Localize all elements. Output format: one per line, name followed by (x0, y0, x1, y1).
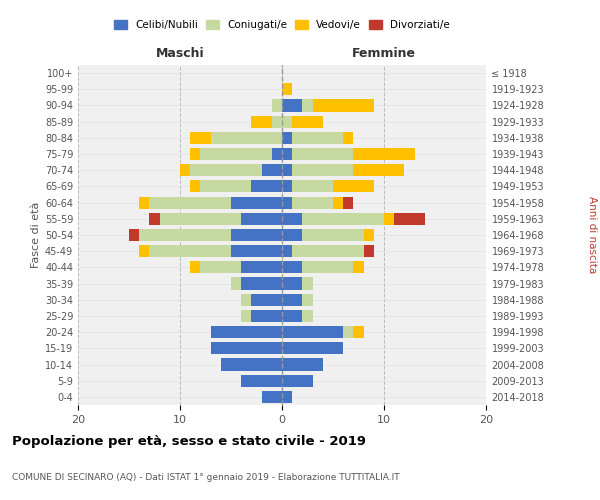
Bar (343, 132, 353, 144)
Bar (282, 132, 292, 144)
Bar (241, 262, 282, 274)
Bar (200, 148, 272, 160)
Bar (302, 212, 384, 225)
Bar (272, 116, 282, 128)
Bar (241, 278, 282, 289)
Bar (139, 229, 231, 241)
Bar (241, 294, 251, 306)
Bar (292, 196, 333, 208)
Bar (211, 342, 282, 354)
Bar (292, 245, 364, 258)
Bar (180, 164, 190, 176)
Legend: Celibi/Nubili, Coniugati/e, Vedovi/e, Divorziati/e: Celibi/Nubili, Coniugati/e, Vedovi/e, Di… (110, 16, 454, 34)
Bar (302, 100, 313, 112)
Bar (241, 310, 251, 322)
Bar (231, 196, 282, 208)
Bar (292, 132, 343, 144)
Bar (282, 100, 302, 112)
Bar (272, 148, 282, 160)
Bar (282, 358, 323, 370)
Bar (302, 278, 313, 289)
Bar (272, 100, 282, 112)
Bar (211, 132, 282, 144)
Text: Anni di nascita: Anni di nascita (587, 196, 597, 274)
Bar (282, 212, 302, 225)
Bar (353, 164, 404, 176)
Bar (139, 196, 149, 208)
Bar (149, 245, 231, 258)
Bar (160, 212, 241, 225)
Bar (282, 196, 292, 208)
Bar (190, 164, 262, 176)
Bar (282, 310, 302, 322)
Bar (302, 262, 353, 274)
Bar (149, 212, 160, 225)
Bar (282, 294, 302, 306)
Bar (282, 278, 302, 289)
Bar (231, 278, 241, 289)
Bar (333, 196, 343, 208)
Bar (364, 229, 374, 241)
Bar (333, 180, 374, 192)
Bar (353, 148, 415, 160)
Bar (364, 245, 374, 258)
Bar (149, 196, 231, 208)
Bar (353, 262, 364, 274)
Bar (190, 262, 200, 274)
Bar (251, 294, 282, 306)
Bar (282, 180, 292, 192)
Bar (241, 212, 282, 225)
Bar (282, 262, 302, 274)
Bar (394, 212, 425, 225)
Bar (292, 180, 333, 192)
Bar (282, 391, 292, 403)
Y-axis label: Fasce di età: Fasce di età (31, 202, 41, 268)
Bar (190, 148, 200, 160)
Bar (302, 294, 313, 306)
Bar (262, 164, 282, 176)
Bar (200, 180, 251, 192)
Bar (282, 116, 292, 128)
Text: Popolazione per età, sesso e stato civile - 2019: Popolazione per età, sesso e stato civil… (12, 435, 366, 448)
Bar (282, 83, 292, 96)
Bar (313, 100, 374, 112)
Bar (343, 326, 353, 338)
Bar (282, 148, 292, 160)
Bar (302, 310, 313, 322)
Bar (139, 245, 149, 258)
Bar (251, 116, 272, 128)
Bar (282, 164, 292, 176)
Bar (282, 374, 313, 387)
Bar (282, 342, 343, 354)
Bar (384, 212, 394, 225)
Text: Maschi: Maschi (155, 47, 205, 60)
Bar (282, 326, 343, 338)
Bar (190, 180, 200, 192)
Bar (129, 229, 139, 241)
Bar (282, 229, 302, 241)
Bar (262, 391, 282, 403)
Bar (353, 326, 364, 338)
Bar (282, 245, 292, 258)
Bar (190, 132, 211, 144)
Text: Femmine: Femmine (352, 47, 416, 60)
Bar (231, 245, 282, 258)
Bar (292, 148, 353, 160)
Bar (343, 196, 353, 208)
Bar (200, 262, 241, 274)
Bar (292, 164, 353, 176)
Bar (251, 180, 282, 192)
Bar (251, 310, 282, 322)
Bar (231, 229, 282, 241)
Text: COMUNE DI SECINARO (AQ) - Dati ISTAT 1° gennaio 2019 - Elaborazione TUTTITALIA.I: COMUNE DI SECINARO (AQ) - Dati ISTAT 1° … (12, 472, 400, 482)
Bar (241, 374, 282, 387)
Bar (302, 229, 364, 241)
Bar (221, 358, 282, 370)
Bar (292, 116, 323, 128)
Bar (211, 326, 282, 338)
